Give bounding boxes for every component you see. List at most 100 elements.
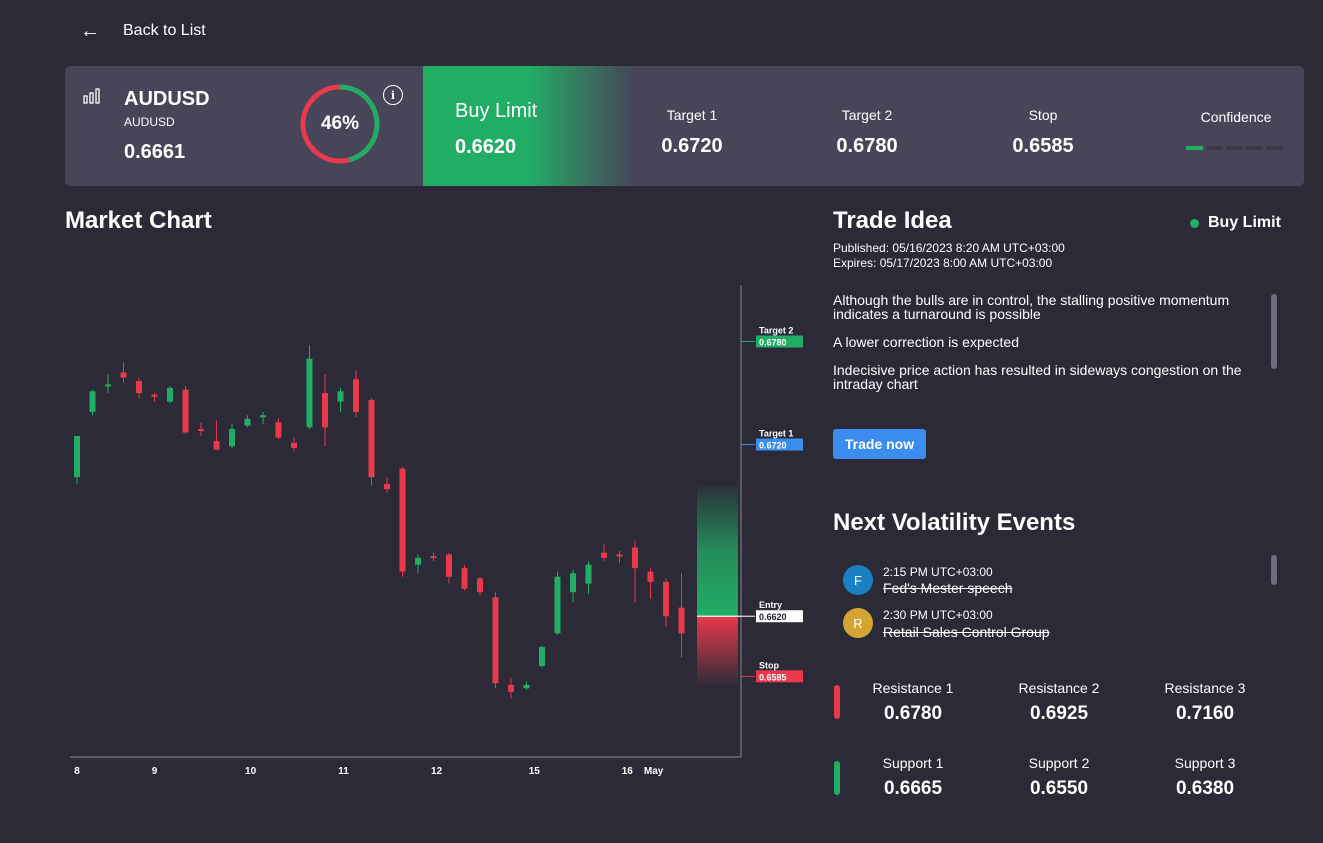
back-to-list-link[interactable]: ← Back to List <box>80 20 206 42</box>
confidence-segment <box>1226 146 1243 150</box>
level-name: Stop <box>759 660 779 670</box>
candle-body <box>198 429 204 432</box>
x-tick-label: 12 <box>431 766 443 777</box>
target1-block: Target 1 0.6720 <box>632 107 752 158</box>
resistance-label: Resistance 3 <box>1164 680 1246 696</box>
candle-body <box>105 384 111 387</box>
event-name[interactable]: Fed's Mester speech <box>883 580 1013 596</box>
candle-body <box>74 435 80 478</box>
published-value: 05/16/2023 8:20 AM UTC+03:00 <box>892 241 1065 255</box>
symbol-subtitle: AUDUSD <box>124 115 175 129</box>
trade-status: Buy Limit <box>1190 214 1281 232</box>
trade-now-button[interactable]: Trade now <box>833 429 926 459</box>
candle-body <box>151 394 158 397</box>
level-name: Target 2 <box>759 326 793 336</box>
expires-label: Expires: <box>833 256 877 270</box>
gauge-percent: 46% <box>320 113 360 134</box>
event-time: 2:15 PM UTC+03:00 <box>883 565 993 579</box>
confidence-segment <box>1266 146 1283 150</box>
published-label: Published: <box>833 241 890 255</box>
candle-body <box>446 554 452 577</box>
x-tick-label: 10 <box>245 766 257 777</box>
resistance-label: Resistance 1 <box>872 680 954 696</box>
resistance-3: Resistance 3 0.7160 <box>1130 680 1280 725</box>
resistance-value: 0.6925 <box>1029 703 1089 724</box>
support-2: Support 2 0.6550 <box>984 755 1134 800</box>
candle-body <box>554 576 561 634</box>
candle-body <box>430 556 437 559</box>
status-dot-icon <box>1190 218 1199 228</box>
candle-body <box>523 684 530 689</box>
support-label: Support 2 <box>1028 755 1090 771</box>
support-value: 0.6550 <box>1029 778 1089 799</box>
expires-value: 05/17/2023 8:00 AM UTC+03:00 <box>879 256 1053 270</box>
level-value: 0.6780 <box>759 338 787 348</box>
candle-body <box>539 647 545 667</box>
bar-chart-icon <box>83 88 100 104</box>
resistance-2: Resistance 2 0.6925 <box>984 680 1134 725</box>
support-value: 0.6665 <box>883 778 943 799</box>
probability-gauge <box>300 84 380 164</box>
x-tick-label: May <box>644 766 664 777</box>
event-time: 2:30 PM UTC+03:00 <box>883 608 993 622</box>
stop-block: Stop 0.6585 <box>983 107 1103 158</box>
resistance-value: 0.7160 <box>1175 703 1235 724</box>
market-candlestick-chart[interactable]: Target 2 0.6780 Target 1 0.6720 Entry 0.6620 S… <box>60 280 820 790</box>
candle-body <box>89 391 96 412</box>
x-tick-label: 16 <box>622 766 634 777</box>
trade-idea-title: Trade Idea <box>833 207 952 234</box>
x-tick-label: 15 <box>529 766 541 777</box>
resistance-indicator <box>834 685 840 719</box>
candle-body <box>368 399 375 478</box>
candle-body <box>384 484 390 490</box>
level-tag <box>756 438 803 451</box>
candle-body <box>167 387 173 402</box>
candle-body <box>508 684 514 692</box>
candle-body <box>120 372 127 378</box>
event-name[interactable]: Retail Sales Control Group <box>883 624 1050 640</box>
candle-body <box>136 381 142 394</box>
resistance-value: 0.6780 <box>883 703 943 724</box>
support-value: 0.6380 <box>1175 778 1235 799</box>
stop-value: 0.6585 <box>1012 135 1074 157</box>
level-name: Entry <box>759 600 782 610</box>
candle-body <box>260 415 266 418</box>
action-value: 0.6620 <box>455 136 517 158</box>
candle-body <box>353 379 359 412</box>
resistance-1: Resistance 1 0.6780 <box>838 680 988 725</box>
status-label: Buy Limit <box>1208 214 1281 231</box>
candle-body <box>647 571 654 582</box>
level-tag <box>756 670 803 683</box>
signal-header-card: AUDUSD AUDUSD 0.6661 46% i Buy Limit 0.6… <box>65 66 1304 186</box>
target2-value: 0.6780 <box>836 135 898 157</box>
candle-body <box>213 441 220 450</box>
action-panel: Buy Limit 0.6620 <box>423 66 633 186</box>
support-3: Support 3 0.6380 <box>1130 755 1280 800</box>
event-badge-f: F <box>843 565 873 595</box>
loss-zone <box>697 616 738 685</box>
info-icon[interactable]: i <box>383 85 403 105</box>
level-tag <box>756 610 803 623</box>
symbol-name: AUDUSD <box>124 88 210 110</box>
candle-body <box>306 358 313 428</box>
x-tick-label: 9 <box>152 766 158 777</box>
target1-value: 0.6720 <box>661 135 723 157</box>
idea-scrollbar[interactable] <box>1271 294 1277 369</box>
candle-body <box>322 393 328 428</box>
confidence-meter <box>1186 146 1283 150</box>
confidence-label: Confidence <box>1200 109 1272 125</box>
candle-body <box>461 568 468 589</box>
target2-block: Target 2 0.6780 <box>807 107 927 158</box>
events-scrollbar[interactable] <box>1271 555 1277 585</box>
level-value: 0.6585 <box>759 672 787 682</box>
x-tick-label: 8 <box>74 766 80 777</box>
profit-zone <box>697 485 738 617</box>
stop-label: Stop <box>1028 107 1058 123</box>
support-indicator <box>834 761 840 795</box>
candle-body <box>244 418 251 426</box>
support-label: Support 1 <box>882 755 944 771</box>
idea-paragraph-2: A lower correction is expected <box>833 334 1019 350</box>
confidence-segment <box>1206 146 1223 150</box>
expires-line: Expires: 05/17/2023 8:00 AM UTC+03:00 <box>833 256 1052 271</box>
support-1: Support 1 0.6665 <box>838 755 988 800</box>
